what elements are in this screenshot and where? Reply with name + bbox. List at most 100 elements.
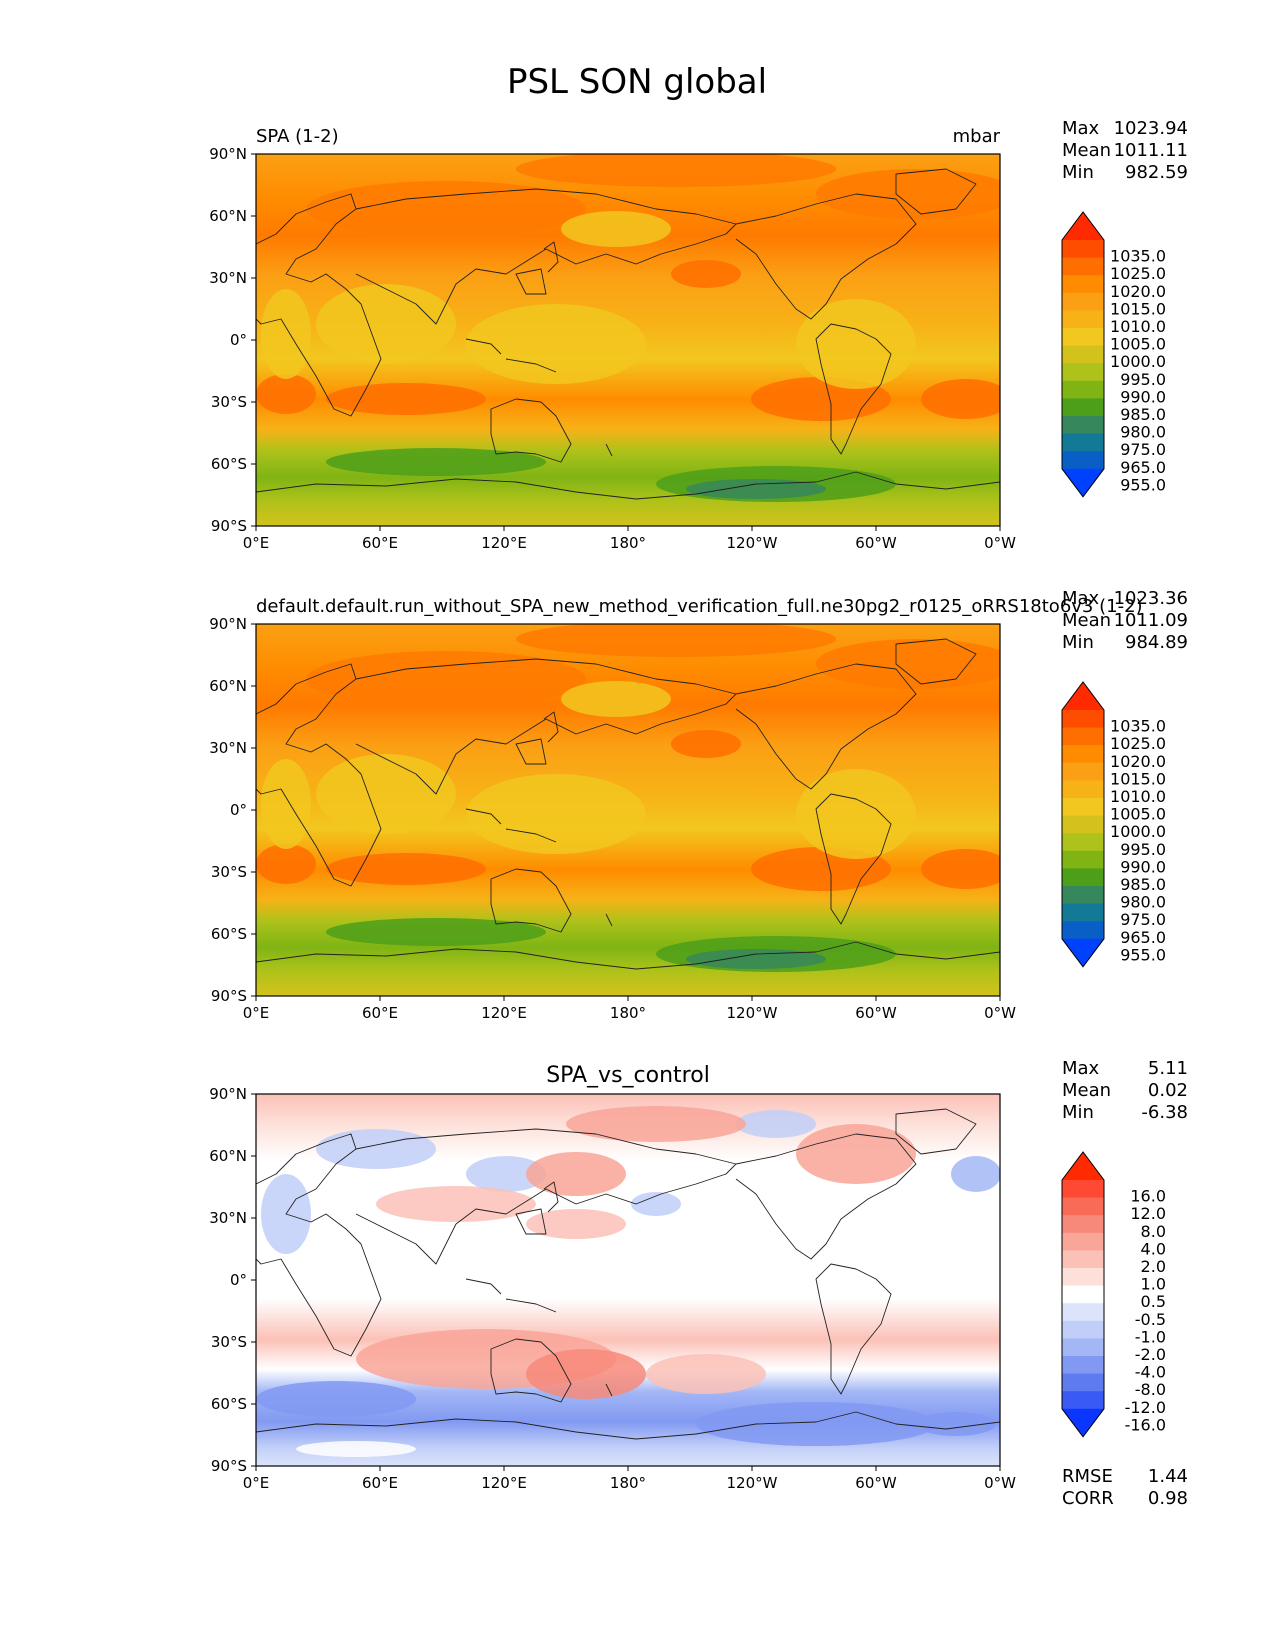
contour-region	[316, 284, 456, 364]
contour-region	[686, 479, 826, 499]
colorbar-segment	[1062, 1197, 1104, 1216]
colorbar-label: 1005.0	[1110, 335, 1166, 354]
metric-label-rmse: RMSE	[1062, 1466, 1113, 1487]
colorbar-outline	[1061, 681, 1105, 968]
contour-region	[816, 639, 1000, 689]
map-2	[255, 623, 1001, 997]
y-tick-label: 0°	[230, 801, 247, 819]
colorbar-label: -16.0	[1125, 1415, 1166, 1434]
colorbar-label: 965.0	[1120, 928, 1166, 947]
contour-region	[261, 289, 311, 379]
colorbar-segment	[1062, 1391, 1104, 1410]
colorbar-segment	[1062, 1373, 1104, 1392]
colorbar-segment	[1062, 727, 1104, 746]
colorbar-1: 1035.01025.01020.01015.01010.01005.01000…	[1061, 211, 1166, 498]
panel-center-title: SPA_vs_control	[546, 1063, 710, 1088]
colorbar-segment	[1062, 833, 1104, 852]
colorbar-label: 965.0	[1120, 458, 1166, 477]
colorbar-segment	[1062, 1180, 1104, 1198]
stat-label-max: Max	[1062, 588, 1100, 609]
y-tick-label: 90°S	[211, 1457, 247, 1475]
contour-region	[306, 181, 586, 237]
contour-region	[816, 169, 1000, 219]
contour-region	[561, 681, 671, 717]
y-tick-label: 30°N	[209, 269, 247, 287]
stat-label-min: Min	[1062, 162, 1094, 183]
contour-region	[646, 1354, 766, 1394]
colorbar-segment	[1062, 310, 1104, 329]
colorbar-segment	[1062, 815, 1104, 834]
stat-value-max: 1023.36	[1114, 588, 1188, 609]
colorbar-segment	[1062, 903, 1104, 922]
y-tick-label: 30°S	[211, 863, 247, 881]
contour-region	[696, 1402, 936, 1446]
stat-label-max: Max	[1062, 118, 1100, 139]
contour-region	[916, 1412, 996, 1436]
metric-value-rmse: 1.44	[1148, 1466, 1188, 1487]
y-tick-label: 0°	[230, 1271, 247, 1289]
panel-left-title: default.default.run_without_SPA_new_meth…	[256, 596, 1143, 617]
colorbar-segment	[1062, 433, 1104, 452]
colorbar-label: 1000.0	[1110, 352, 1166, 371]
contour-region	[526, 1349, 646, 1399]
colorbar-segment	[1062, 363, 1104, 382]
colorbar-segment	[1062, 292, 1104, 311]
colorbar-label: 980.0	[1120, 423, 1166, 442]
stat-value-min: 982.59	[1125, 162, 1188, 183]
contour-region	[516, 154, 836, 187]
colorbar-extend-bottom	[1062, 1408, 1104, 1437]
colorbar-segment	[1062, 1320, 1104, 1339]
colorbar-segment	[1062, 921, 1104, 940]
colorbar-segment	[1062, 710, 1104, 728]
stat-value-min: -6.38	[1141, 1102, 1188, 1123]
y-tick-label: 90°S	[211, 987, 247, 1005]
contour-region	[796, 299, 916, 389]
colorbar-segment	[1062, 798, 1104, 816]
colorbar-outline	[1061, 1151, 1105, 1438]
contour-region	[376, 1186, 536, 1222]
colorbar-label: 4.0	[1141, 1239, 1166, 1258]
x-tick-label: 0°E	[243, 1004, 270, 1022]
contour-region	[306, 651, 586, 707]
stat-label-mean: Mean	[1062, 610, 1111, 631]
y-tick-label: 30°S	[211, 393, 247, 411]
y-tick-label: 90°S	[211, 517, 247, 535]
stat-value-max: 1023.94	[1114, 118, 1188, 139]
figure-title: PSL SON global	[507, 62, 767, 102]
contour-region	[921, 379, 1000, 419]
colorbar-segment	[1062, 1338, 1104, 1357]
colorbar-label: 1035.0	[1110, 247, 1166, 266]
contour-region	[296, 1441, 416, 1457]
colorbar-label: 975.0	[1120, 910, 1166, 929]
panel-right-title: mbar	[953, 126, 1001, 147]
contour-region	[686, 949, 826, 969]
contour-region	[256, 374, 316, 414]
colorbar-label: 990.0	[1120, 387, 1166, 406]
colorbar-label: 995.0	[1120, 370, 1166, 389]
colorbar-label: 995.0	[1120, 840, 1166, 859]
colorbar-label: 1035.0	[1110, 717, 1166, 736]
stat-value-mean: 1011.11	[1114, 140, 1188, 161]
contour-region	[466, 304, 646, 384]
stat-value-mean: 1011.09	[1114, 610, 1188, 631]
metric-label-corr: CORR	[1062, 1488, 1114, 1509]
y-tick-label: 60°N	[209, 1147, 247, 1165]
contour-region	[466, 1156, 546, 1192]
x-tick-label: 60°W	[855, 1004, 897, 1022]
colorbar-segment	[1062, 257, 1104, 276]
contour-region	[256, 844, 316, 884]
y-tick-label: 60°S	[211, 455, 247, 473]
y-tick-label: 60°S	[211, 925, 247, 943]
colorbar-segment	[1062, 398, 1104, 417]
x-tick-label: 60°W	[855, 1474, 897, 1492]
contour-region	[566, 1106, 746, 1142]
colorbar-label: 8.0	[1141, 1222, 1166, 1241]
y-tick-label: 0°	[230, 331, 247, 349]
contour-region	[326, 448, 546, 476]
colorbar-label: -2.0	[1135, 1345, 1166, 1364]
colorbar-outline	[1061, 211, 1105, 498]
colorbar-segment	[1062, 1268, 1104, 1286]
colorbar-segment	[1062, 240, 1104, 258]
colorbar-extend-bottom	[1062, 938, 1104, 967]
